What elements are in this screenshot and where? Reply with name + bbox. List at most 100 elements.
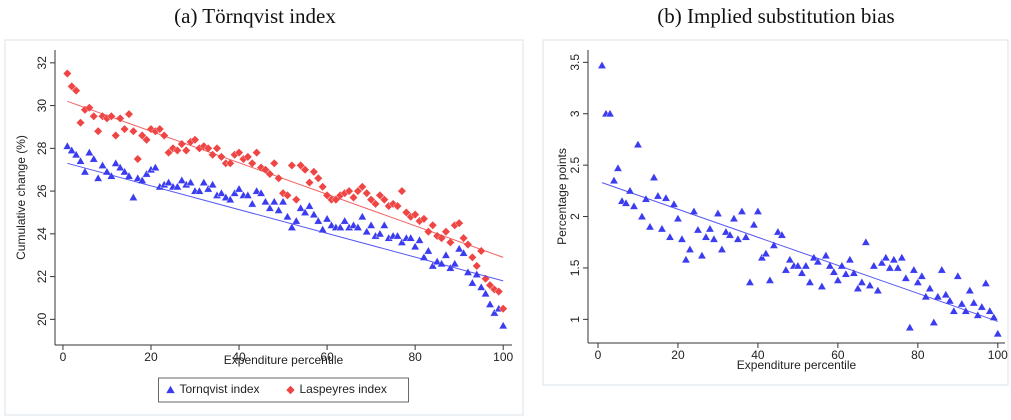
data-point — [379, 220, 389, 229]
data-point — [885, 263, 895, 272]
legend-label: Tornqvist index — [180, 382, 260, 396]
data-point — [677, 234, 687, 243]
data-point — [62, 141, 72, 150]
data-point — [309, 167, 319, 177]
data-point — [371, 199, 380, 209]
data-point — [969, 298, 979, 307]
data-point — [84, 148, 94, 156]
data-point — [481, 289, 491, 298]
data-point — [489, 308, 499, 317]
data-point — [393, 201, 403, 211]
data-point — [661, 193, 671, 202]
data-point — [300, 207, 310, 216]
data-point — [993, 329, 1003, 338]
data-point — [941, 290, 951, 299]
data-point — [857, 277, 867, 286]
data-point — [621, 198, 631, 207]
data-point — [230, 188, 240, 197]
data-point — [957, 299, 967, 308]
data-point — [177, 175, 187, 184]
y-tick-label: 24 — [35, 227, 49, 241]
x-tick-label: 100 — [493, 350, 513, 364]
data-point — [265, 203, 275, 212]
data-point — [362, 227, 372, 236]
data-point — [741, 232, 751, 241]
panel: (a) Törnqvist index 20 22 24 26 28 30 32 0 20 40 60… — [4, 4, 524, 416]
data-point — [773, 227, 783, 236]
data-point — [441, 250, 451, 259]
data-point — [793, 261, 803, 270]
data-point — [737, 206, 747, 215]
data-point — [805, 277, 815, 286]
data-point — [243, 190, 253, 199]
data-point — [761, 248, 771, 257]
data-point — [965, 285, 975, 294]
data-point — [203, 143, 213, 153]
data-point — [705, 224, 715, 233]
data-point — [428, 261, 438, 270]
x-axis-label: Expenditure percentile — [737, 358, 857, 372]
data-point — [467, 252, 477, 262]
data-point — [357, 182, 367, 192]
data-point — [366, 220, 376, 229]
x-tick-label: 80 — [408, 350, 422, 364]
data-point — [392, 231, 403, 240]
data-point — [62, 69, 72, 78]
data-point — [93, 126, 103, 136]
y-tick-label: 30 — [35, 99, 49, 113]
data-point — [877, 258, 887, 267]
data-point — [713, 208, 723, 217]
data-point — [717, 244, 727, 253]
data-point — [673, 214, 683, 222]
data-point — [445, 237, 455, 247]
y-tick-label: 1 — [568, 316, 582, 323]
data-point — [637, 211, 647, 220]
x-tick-label: 60 — [320, 350, 334, 364]
data-point — [344, 186, 354, 196]
data-point — [71, 86, 81, 96]
data-point — [98, 160, 108, 169]
data-point — [441, 227, 451, 237]
data-point — [873, 285, 883, 294]
data-point — [765, 275, 775, 284]
legend-frame — [158, 377, 409, 403]
data-point — [89, 111, 99, 121]
data-point — [613, 163, 623, 172]
data-point — [379, 195, 389, 205]
data-point — [291, 195, 301, 205]
fit-line — [67, 100, 504, 258]
data-point — [199, 177, 209, 186]
data-point — [349, 193, 358, 202]
data-point — [498, 304, 508, 314]
y-axis-label: Cumulative change (%) — [14, 135, 28, 260]
data-point — [841, 269, 851, 278]
data-point — [375, 229, 385, 238]
data-point — [172, 182, 182, 191]
data-point — [749, 220, 759, 229]
data-point — [753, 206, 763, 215]
data-point — [348, 220, 359, 229]
fit-line — [601, 182, 998, 322]
data-point — [897, 253, 907, 262]
data-point — [853, 283, 863, 292]
x-axis-label: Expenditure percentile — [224, 353, 344, 367]
x-tick-label: 20 — [144, 350, 158, 364]
data-point — [889, 255, 899, 264]
data-point — [709, 234, 719, 243]
x-tick-label: 0 — [595, 348, 602, 362]
data-point — [252, 186, 262, 195]
data-point — [247, 199, 257, 208]
data-point — [203, 184, 213, 193]
data-point — [287, 222, 297, 231]
data-point — [817, 281, 827, 290]
data-point — [597, 60, 607, 69]
data-point — [318, 224, 328, 233]
data-point — [729, 214, 739, 222]
data-point — [172, 145, 182, 155]
data-point — [450, 259, 460, 268]
data-point — [278, 188, 288, 198]
data-point — [913, 277, 923, 286]
data-point — [494, 287, 504, 297]
panel: (b) Implied substitution bias 1 1.5 2 2.5 3 3.… — [542, 4, 1009, 386]
data-point — [304, 178, 314, 188]
